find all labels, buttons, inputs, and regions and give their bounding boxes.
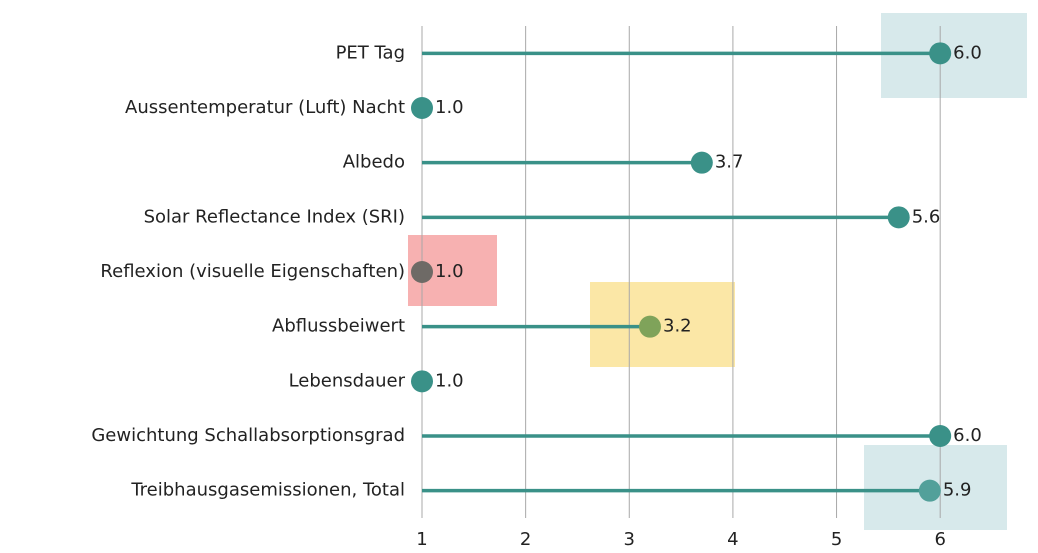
dot	[690, 151, 713, 174]
dot	[929, 425, 952, 447]
dot	[411, 370, 433, 393]
y-tick-label: Albedo	[343, 152, 405, 173]
x-tick-label: 6	[934, 529, 945, 550]
dot	[918, 479, 941, 502]
dot	[929, 42, 952, 65]
value-label: 1.0	[435, 97, 464, 118]
dot	[887, 206, 910, 229]
x-tick-label: 2	[520, 529, 531, 550]
dot	[639, 315, 661, 338]
y-tick-label: Abflussbeiwert	[272, 316, 405, 337]
value-label: 6.0	[953, 425, 982, 446]
value-label: 5.9	[943, 480, 972, 501]
value-label: 1.0	[435, 261, 464, 282]
x-tick-label: 1	[416, 529, 427, 550]
y-tick-label: PET Tag	[336, 42, 405, 63]
y-tick-label: Reflexion (visuelle Eigenschaften)	[100, 261, 405, 282]
value-label: 3.7	[715, 152, 744, 173]
y-tick-label: Lebensdauer	[289, 370, 406, 391]
highlight	[881, 13, 1027, 98]
dot	[411, 261, 433, 283]
value-label: 3.2	[663, 316, 692, 337]
value-label: 1.0	[435, 370, 464, 391]
value-label: 6.0	[953, 42, 982, 63]
x-tick-label: 4	[727, 529, 738, 550]
y-tick-label: Solar Reflectance Index (SRI)	[144, 206, 405, 227]
y-tick-label: Treibhausgasemissionen, Total	[130, 480, 405, 501]
highlight	[590, 282, 735, 367]
value-label: 5.6	[912, 206, 941, 227]
x-tick-label: 5	[831, 529, 842, 550]
x-tick-label: 3	[624, 529, 635, 550]
y-tick-label: Gewichtung Schallabsorptionsgrad	[91, 425, 405, 446]
y-tick-label: Aussentemperatur (Luft) Nacht	[125, 97, 405, 118]
dot	[411, 97, 433, 119]
